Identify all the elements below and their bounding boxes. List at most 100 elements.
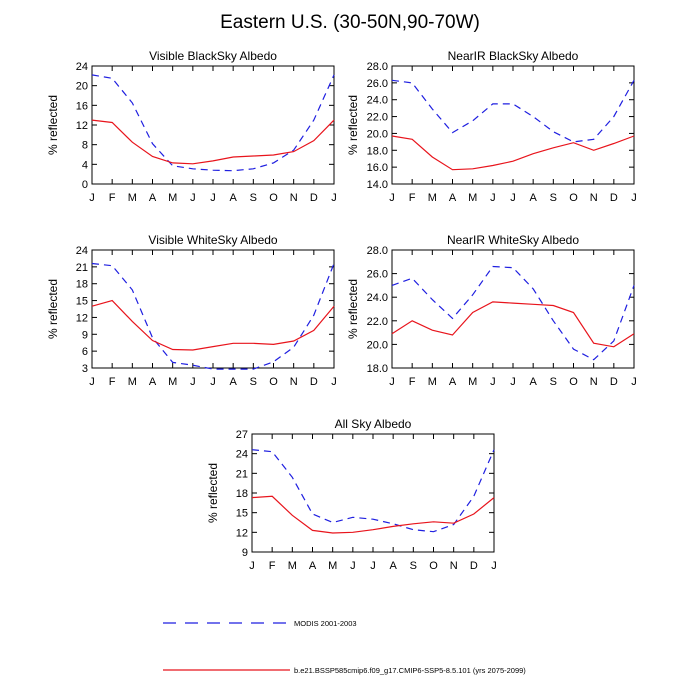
y-tick-label: 12	[76, 120, 88, 132]
x-tick-label: M	[468, 192, 477, 204]
x-tick-label: J	[249, 560, 255, 572]
x-tick-label: A	[389, 560, 397, 572]
y-tick-label: 28.0	[367, 61, 388, 73]
x-tick-label: S	[550, 376, 557, 388]
y-tick-label: 20.0	[367, 128, 388, 140]
x-tick-label: O	[429, 560, 438, 572]
x-tick-label: A	[529, 376, 537, 388]
x-tick-label: J	[210, 192, 216, 204]
chart-panel-2: NearIR BlackSky Albedo % reflected 14.0 16.…	[346, 49, 637, 204]
x-tick-label: D	[610, 192, 618, 204]
x-tick-label: J	[389, 376, 395, 388]
y-tick-label: 15	[76, 296, 88, 308]
y-tick-label: 22.0	[367, 112, 388, 124]
x-tick-label: A	[449, 376, 457, 388]
x-tick-label: J	[89, 376, 95, 388]
x-tick-label: S	[550, 192, 557, 204]
y-tick-label: 26.0	[367, 269, 388, 281]
y-tick-label: 0	[82, 179, 88, 191]
x-tick-label: J	[190, 192, 196, 204]
x-tick-label: O	[269, 376, 278, 388]
x-tick-label: J	[350, 560, 356, 572]
legend-entry-2: b.e21.BSSP585cmip6.f09_g17.CMIP6-SSP5-8.…	[163, 666, 526, 675]
plot-frame	[91, 249, 335, 369]
x-tick-label: J	[331, 192, 337, 204]
chart-title: Visible BlackSky Albedo	[149, 49, 277, 63]
x-tick-label: J	[190, 376, 196, 388]
chart-title: NearIR WhiteSky Albedo	[447, 233, 579, 247]
y-tick-label: 12	[76, 312, 88, 324]
x-tick-label: D	[610, 376, 618, 388]
y-tick-label: 18	[236, 488, 248, 500]
chart-title: NearIR BlackSky Albedo	[448, 49, 579, 63]
y-tick-label: 26.0	[367, 78, 388, 90]
x-tick-label: J	[490, 376, 496, 388]
legend-label: b.e21.BSSP585cmip6.f09_g17.CMIP6-SSP5-8.…	[294, 666, 526, 675]
chart-panel-5: All Sky Albedo % reflected 9 12 15 18 21 24 27 J F…	[206, 417, 497, 572]
x-tick-label: J	[631, 376, 637, 388]
x-tick-label: A	[149, 192, 157, 204]
x-tick-label: O	[269, 192, 278, 204]
x-tick-label: D	[470, 560, 478, 572]
y-tick-label: 24	[236, 449, 248, 461]
y-tick-label: 8	[82, 140, 88, 152]
plot-frame	[91, 65, 335, 185]
x-tick-label: F	[109, 376, 116, 388]
x-tick-label: J	[331, 376, 337, 388]
y-tick-label: 24.0	[367, 292, 388, 304]
x-tick-label: J	[491, 560, 497, 572]
series-line-modis	[91, 262, 335, 370]
x-tick-label: J	[210, 376, 216, 388]
x-tick-label: F	[409, 192, 416, 204]
y-tick-label: 18.0	[367, 145, 388, 157]
series-line-model	[91, 299, 335, 351]
series-line-model	[91, 119, 335, 165]
y-tick-label: 21	[76, 262, 88, 274]
x-tick-label: A	[449, 192, 457, 204]
x-tick-label: F	[409, 376, 416, 388]
x-tick-label: S	[250, 376, 257, 388]
x-tick-label: M	[128, 376, 137, 388]
y-tick-label: 14.0	[367, 179, 388, 191]
y-tick-label: 21	[236, 468, 248, 480]
x-tick-label: N	[290, 192, 298, 204]
x-tick-label: N	[590, 192, 598, 204]
y-tick-label: 9	[242, 547, 248, 559]
y-tick-label: 4	[82, 159, 88, 171]
x-tick-label: J	[89, 192, 95, 204]
y-axis-label: % reflected	[346, 279, 360, 339]
x-tick-label: S	[250, 192, 257, 204]
x-tick-label: A	[229, 376, 237, 388]
x-tick-label: J	[631, 192, 637, 204]
x-tick-label: A	[149, 376, 157, 388]
y-tick-label: 3	[82, 363, 88, 375]
plot-frame	[391, 65, 635, 185]
y-axis-label: % reflected	[206, 463, 220, 523]
x-tick-label: M	[168, 192, 177, 204]
x-tick-label: D	[310, 376, 318, 388]
legend-entry-1: MODIS 2001-2003	[163, 619, 357, 628]
y-tick-label: 18	[76, 279, 88, 291]
y-tick-label: 20.0	[367, 339, 388, 351]
plot-frame	[251, 433, 495, 553]
x-tick-label: A	[229, 192, 237, 204]
y-tick-label: 24	[76, 245, 88, 257]
y-axis-label: % reflected	[346, 95, 360, 155]
chart-panel-4: NearIR WhiteSky Albedo % reflected 18.0 20.…	[346, 233, 637, 388]
y-axis-label: % reflected	[46, 279, 60, 339]
y-tick-label: 24	[76, 61, 88, 73]
series-line-model	[391, 301, 635, 348]
x-tick-label: M	[288, 560, 297, 572]
series-line-modis	[91, 74, 335, 172]
x-tick-label: A	[529, 192, 537, 204]
x-tick-label: O	[569, 376, 578, 388]
x-tick-label: M	[428, 192, 437, 204]
x-tick-label: A	[309, 560, 317, 572]
x-tick-label: M	[168, 376, 177, 388]
series-line-model	[251, 495, 495, 534]
x-tick-label: M	[468, 376, 477, 388]
x-tick-label: S	[410, 560, 417, 572]
x-tick-label: J	[389, 192, 395, 204]
series-line-modis	[391, 265, 635, 361]
